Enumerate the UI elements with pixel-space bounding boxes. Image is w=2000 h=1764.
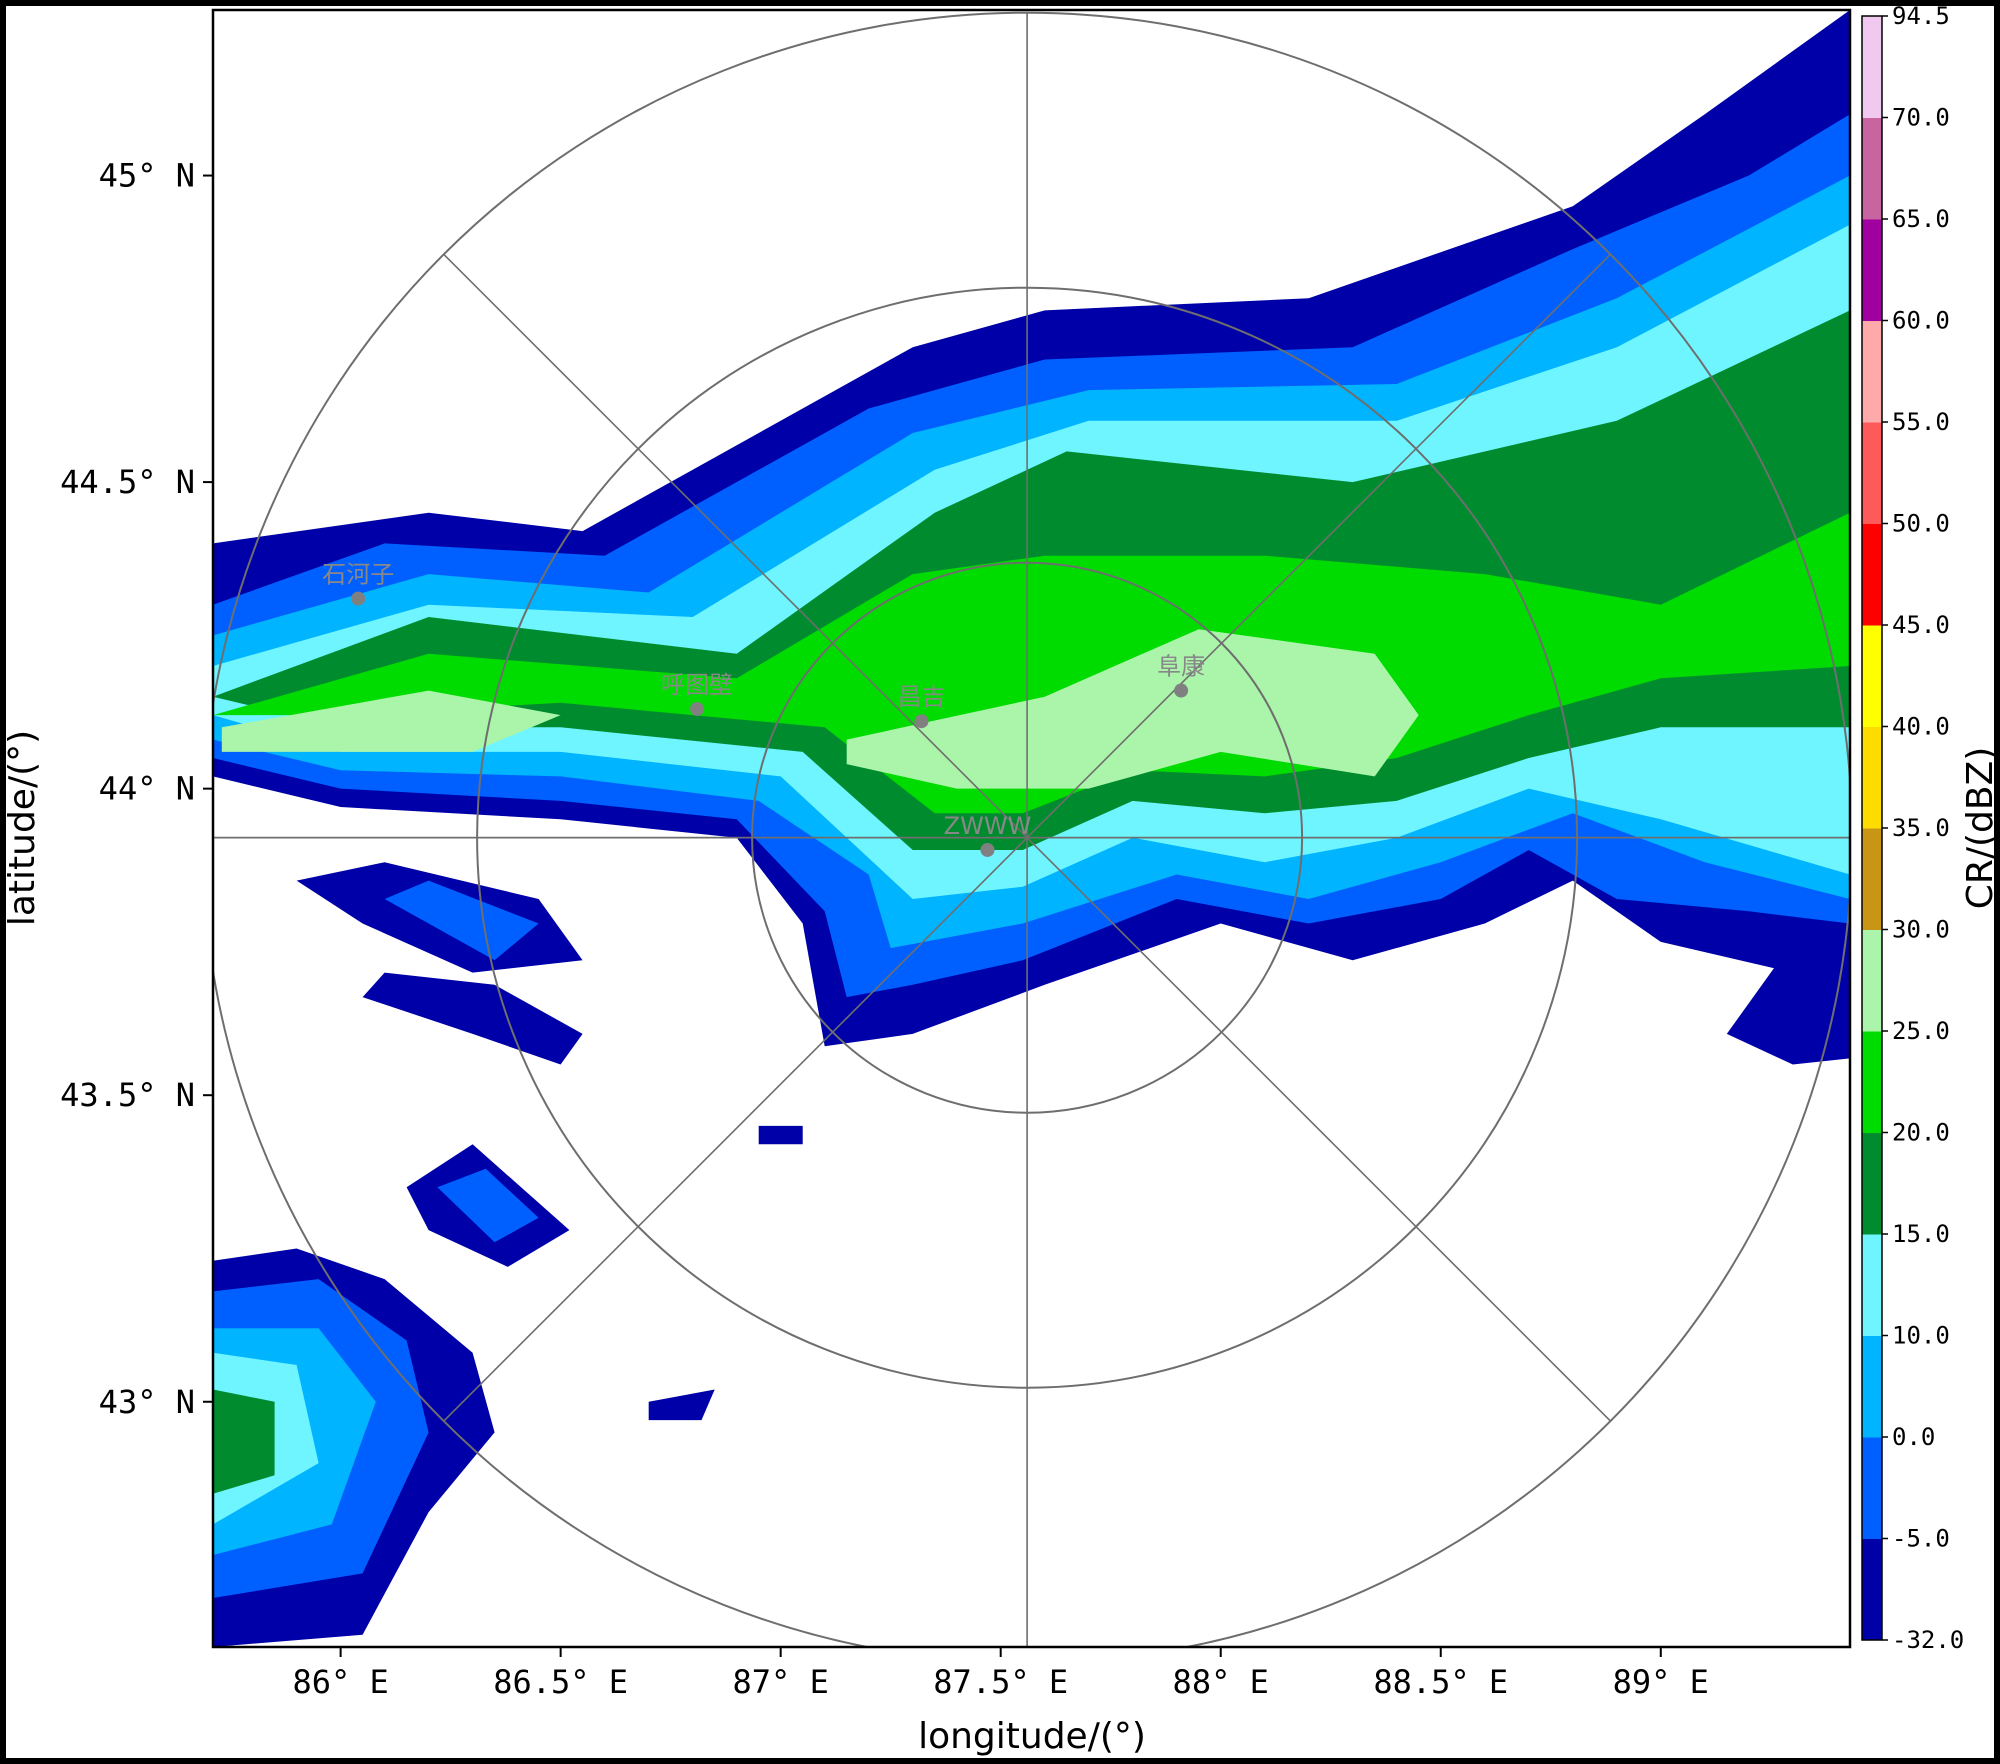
colorbar-tick-label: 10.0 <box>1892 1322 1950 1350</box>
station-marker <box>351 591 366 606</box>
colorbar: -32.0 -5.0 0.0 10.0 15.0 20.0 25.0 30.0 35.0 40.0… <box>1861 2 1964 1654</box>
colorbar-segment <box>1862 219 1882 321</box>
reflectivity-region-band-0 <box>648 1389 715 1421</box>
x-tick-label: 88.5° E <box>1373 1663 1508 1701</box>
y-tick-label: 45° N <box>99 157 195 195</box>
colorbar-segment <box>1862 1335 1882 1438</box>
colorbar-tick-label: 50.0 <box>1892 510 1950 538</box>
colorbar-tick-label: 35.0 <box>1892 814 1950 842</box>
station-label: 昌吉 <box>897 683 945 711</box>
station-label: 呼图壁 <box>661 671 733 699</box>
y-tick-label: 43.5° N <box>60 1076 195 1114</box>
reflectivity-region-band-5 <box>213 512 1850 814</box>
station-label: 石河子 <box>322 561 394 589</box>
colorbar-tick-label: 0.0 <box>1892 1423 1935 1451</box>
colorbar-segment <box>1862 523 1882 626</box>
station-marker <box>690 701 705 716</box>
reflectivity-region-band-0 <box>1726 923 1850 1065</box>
colorbar-tick-label: 55.0 <box>1892 408 1950 436</box>
colorbar-tick-label: 40.0 <box>1892 713 1950 741</box>
y-axis: 45° N 44.5° N 44° N 43.5° N 43° N <box>60 157 213 1421</box>
colorbar-tick-label: 94.5 <box>1892 2 1950 30</box>
reflectivity-region-band-6 <box>846 629 1419 789</box>
x-axis-title: longitude/(°) <box>918 1716 1146 1757</box>
plot-border <box>211 8 1852 1649</box>
colorbar-segment <box>1862 1031 1882 1133</box>
colorbar-segment <box>1862 625 1882 727</box>
colorbar-segment <box>1862 1132 1882 1235</box>
colorbar-tick-label: 20.0 <box>1892 1119 1950 1147</box>
y-tick-label: 44° N <box>99 770 195 808</box>
colorbar-segment <box>1862 726 1882 829</box>
colorbar-segment <box>1862 929 1882 1032</box>
colorbar-segment <box>1862 422 1882 524</box>
x-tick-label: 86° E <box>292 1663 388 1701</box>
colorbar-tick-label: 45.0 <box>1892 611 1950 639</box>
x-tick-label: 86.5° E <box>493 1663 628 1701</box>
station-marker <box>1174 683 1189 698</box>
reflectivity-region-band-1 <box>437 1168 539 1243</box>
colorbar-segment <box>1862 16 1882 118</box>
colorbar-segment <box>1862 1538 1882 1641</box>
polar-grid <box>213 11 1850 1647</box>
colorbar-segment <box>1862 1437 1882 1539</box>
y-tick-label: 43° N <box>99 1383 195 1421</box>
colorbar-title: CR/(dBZ) <box>1960 747 2000 910</box>
station-marker <box>914 714 929 729</box>
colorbar-tick-label: 15.0 <box>1892 1220 1950 1248</box>
colorbar-tick-label: 25.0 <box>1892 1017 1950 1045</box>
x-tick-label: 88° E <box>1173 1663 1269 1701</box>
colorbar-segment <box>1862 828 1882 930</box>
station-label: 阜康 <box>1157 653 1205 681</box>
colorbar-tick-label: 65.0 <box>1892 205 1950 233</box>
colorbar-segment <box>1862 1234 1882 1336</box>
colorbar-tick-label: 70.0 <box>1892 104 1950 132</box>
x-tick-label: 87° E <box>733 1663 829 1701</box>
y-axis-title: latitude/(°) <box>2 730 43 926</box>
station-marker <box>980 842 995 857</box>
reflectivity-region-band-1 <box>384 880 539 961</box>
reflectivity-region-band-4 <box>213 1389 275 1494</box>
colorbar-segment <box>1862 117 1882 220</box>
colorbar-tick-label: -5.0 <box>1892 1525 1950 1553</box>
station-label: ZWWW <box>944 812 1032 840</box>
reflectivity-region-band-0 <box>362 972 583 1065</box>
x-tick-label: 89° E <box>1613 1663 1709 1701</box>
x-axis: 86° E 86.5° E 87° E 87.5° E 88° E 88.5° E 89° … <box>292 1647 1709 1701</box>
reflectivity-region-band-0 <box>758 1125 803 1145</box>
colorbar-tick-label: -32.0 <box>1892 1626 1964 1654</box>
reflectivity-region-band-6 <box>221 690 561 752</box>
colorbar-segment <box>1862 320 1882 423</box>
x-tick-label: 87.5° E <box>933 1663 1068 1701</box>
colorbar-tick-label: 60.0 <box>1892 307 1950 335</box>
colorbar-tick-label: 30.0 <box>1892 916 1950 944</box>
y-tick-label: 44.5° N <box>60 463 195 501</box>
